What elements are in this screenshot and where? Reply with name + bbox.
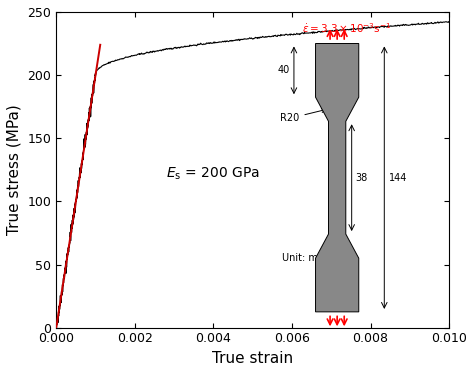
Text: 144: 144: [389, 173, 407, 183]
Polygon shape: [316, 44, 359, 312]
Text: $E_\mathrm{s}$ = 200 GPa: $E_\mathrm{s}$ = 200 GPa: [166, 165, 260, 182]
Text: R20: R20: [280, 109, 326, 123]
Text: Unit: mm: Unit: mm: [282, 253, 328, 263]
Text: 40: 40: [278, 65, 290, 75]
Text: 38: 38: [356, 173, 368, 183]
X-axis label: True strain: True strain: [212, 351, 293, 366]
Y-axis label: True stress (MPa): True stress (MPa): [7, 104, 22, 235]
Text: 20: 20: [331, 89, 343, 99]
Text: $\dot{\varepsilon}=3.3\times10^{-3}\mathrm{s}^{-1}$: $\dot{\varepsilon}=3.3\times10^{-3}\math…: [302, 21, 392, 35]
